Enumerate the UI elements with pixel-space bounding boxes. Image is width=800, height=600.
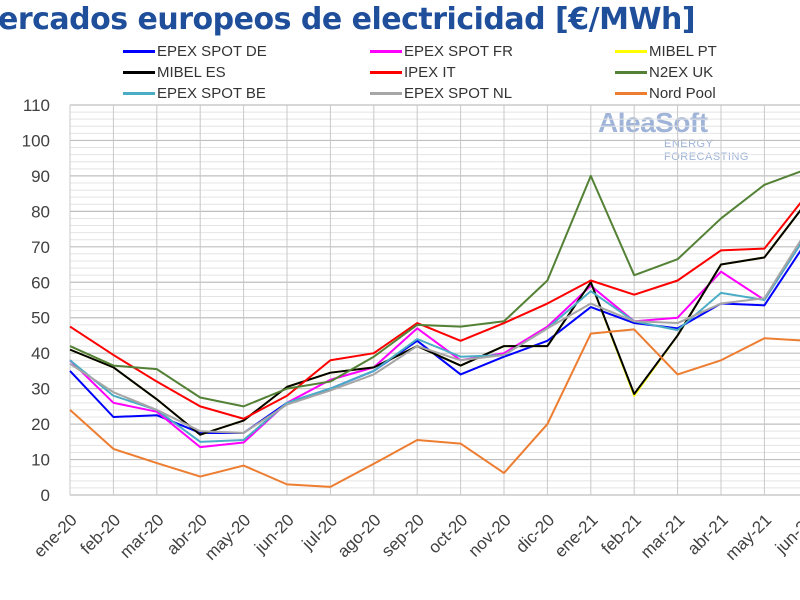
x-tick-label: sep-20 (378, 510, 428, 560)
series-line-epex-spot-fr (69, 242, 800, 449)
legend-label: EPEX SPOT FR (404, 43, 513, 60)
legend-item: EPEX SPOT NL (370, 85, 512, 102)
y-tick-label: 60 (31, 273, 50, 292)
x-tick-label: may-21 (722, 510, 776, 564)
x-tick-label: ene-21 (551, 510, 602, 561)
series-line-nord-pool (69, 328, 800, 488)
x-tick-label: mar-21 (637, 510, 689, 562)
legend-label: N2EX UK (649, 64, 714, 81)
legend-item: EPEX SPOT DE (123, 43, 267, 60)
legend-item: N2EX UK (615, 64, 713, 81)
legend-swatch (123, 92, 155, 95)
chart-title: ercados europeos de electricidad [€/MWh] (0, 2, 696, 37)
legend-item: Nord Pool (615, 85, 716, 102)
legend-item: EPEX SPOT BE (123, 85, 266, 102)
series-line-epex-spot-de (69, 249, 800, 434)
y-tick-label: 50 (31, 309, 50, 328)
legend-label: EPEX SPOT DE (157, 43, 267, 60)
x-tick-label: may-20 (201, 510, 255, 564)
legend-swatch (123, 50, 155, 53)
legend-label: MIBEL PT (649, 43, 717, 60)
y-tick-label: 110 (23, 96, 50, 115)
y-tick-label: 80 (31, 202, 50, 221)
x-tick-label: ene-20 (30, 510, 81, 561)
y-tick-label: 90 (31, 167, 50, 186)
legend-swatch (370, 92, 402, 95)
y-tick-label: 100 (22, 131, 50, 150)
series-line-epex-spot-be (69, 242, 800, 443)
legend-label: MIBEL ES (157, 64, 226, 81)
y-tick-label: 20 (31, 415, 50, 434)
x-tick-label: jun-20 (250, 510, 298, 558)
legend-swatch (615, 92, 647, 95)
legend-label: EPEX SPOT BE (157, 85, 266, 102)
legend-swatch (370, 71, 402, 74)
y-tick-label: 40 (31, 344, 50, 363)
y-tick-label: 70 (31, 238, 50, 257)
x-tick-label: oct-20 (425, 510, 472, 557)
x-tick-label: nov-20 (465, 510, 515, 560)
legend-swatch (123, 71, 155, 74)
x-tick-label: mar-20 (116, 510, 168, 562)
series-line-epex-spot-nl (69, 239, 800, 434)
legend-label: EPEX SPOT NL (404, 85, 513, 102)
y-tick-label: 30 (31, 380, 50, 399)
series-line-ipex-it (69, 201, 800, 420)
legend-swatch (615, 71, 647, 74)
series-line-n2ex-uk (69, 170, 800, 408)
y-tick-label: 0 (41, 486, 50, 505)
legend-item: MIBEL ES (123, 64, 226, 81)
legend-label: IPEX IT (404, 64, 456, 81)
x-tick-label: ago-20 (334, 510, 385, 561)
legend-item: IPEX IT (370, 64, 456, 81)
legend-label: Nord Pool (649, 85, 716, 102)
legend-item: MIBEL PT (615, 43, 717, 60)
legend-swatch (615, 50, 647, 53)
legend-item: EPEX SPOT FR (370, 43, 513, 60)
y-tick-label: 10 (31, 451, 50, 470)
x-tick-label: jun-21 (771, 510, 800, 558)
legend-swatch (370, 50, 402, 53)
